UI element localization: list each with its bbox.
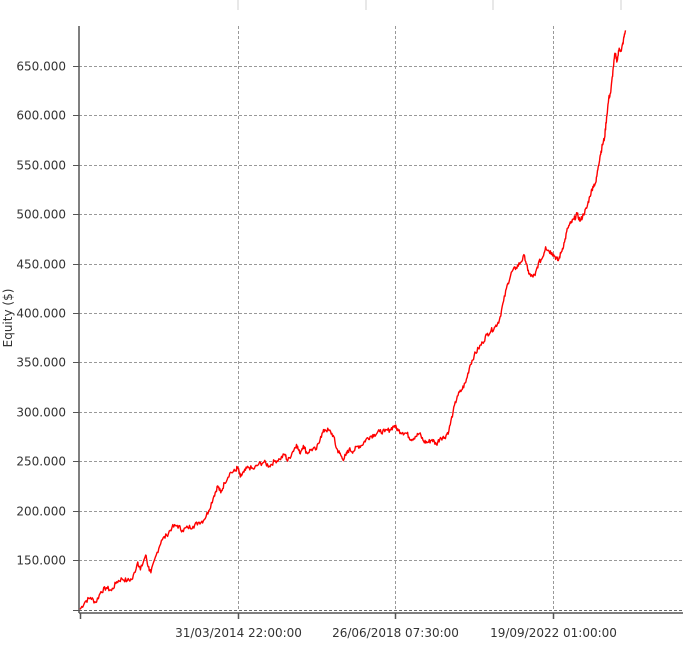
y-tick-label: 150.000 <box>16 554 66 568</box>
y-axis-tick-labels: 150.000 200.000 250.000 300.000 350.000 400.0… <box>16 60 66 568</box>
y-tick-label: 650.000 <box>16 60 66 74</box>
vertical-gridlines <box>237 26 555 619</box>
y-tick-label: 200.000 <box>16 505 66 519</box>
equity-line <box>79 30 627 610</box>
y-tick-label: 450.000 <box>16 258 66 272</box>
x-tick-label: 19/09/2022 01:00:00 <box>490 626 617 640</box>
horizontal-gridlines <box>73 66 683 611</box>
y-tick-label: 600.000 <box>16 109 66 123</box>
y-tick-label: 300.000 <box>16 406 66 420</box>
top-edge-ticks <box>237 0 622 10</box>
y-tick-label: 550.000 <box>16 159 66 173</box>
equity-series <box>79 30 627 610</box>
y-tick-label: 350.000 <box>16 356 66 370</box>
x-axis-tick-labels: 31/03/2014 22:00:00 26/06/2018 07:30:00 19… <box>175 626 617 640</box>
y-tick-label: 250.000 <box>16 455 66 469</box>
x-tick-label: 26/06/2018 07:30:00 <box>332 626 459 640</box>
axes <box>78 26 683 619</box>
y-axis-title: Equity ($) <box>1 289 15 348</box>
y-tick-label: 500.000 <box>16 208 66 222</box>
x-tick-label: 31/03/2014 22:00:00 <box>175 626 302 640</box>
y-tick-label: 400.000 <box>16 307 66 321</box>
